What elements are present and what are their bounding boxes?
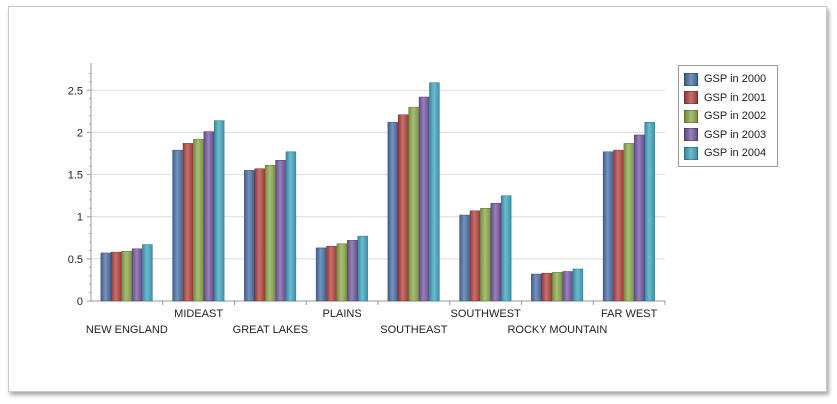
bar (408, 106, 419, 302)
chart-plot: 0 0.5 1 1.5 2 2.5 NEW ENGLAND MIDEAST GREAT LAKE… (68, 63, 666, 336)
bar (623, 143, 635, 302)
bar (572, 268, 584, 302)
bar (142, 244, 153, 302)
bar (182, 143, 194, 302)
bar (244, 170, 255, 302)
legend-swatch (684, 109, 698, 123)
x-tick-label: SOUTHEAST (380, 324, 448, 336)
legend-item: GSP in 2000 (679, 70, 777, 88)
legend-label: GSP in 2000 (704, 73, 767, 85)
x-tick-label: FAR WEST (601, 308, 658, 320)
bar (264, 165, 276, 302)
y-tick-label: 0 (77, 296, 83, 308)
legend-swatch (684, 146, 698, 160)
bar (111, 251, 122, 302)
bar (357, 235, 368, 302)
bar (398, 114, 409, 302)
bar (644, 122, 655, 302)
bar (172, 149, 183, 302)
bar (490, 202, 501, 302)
chart-frame: 0 0.5 1 1.5 2 2.5 NEW ENGLAND MIDEAST GREAT LAKE… (8, 6, 827, 392)
bar (100, 252, 112, 302)
x-tick-label: SOUTHWEST (450, 308, 521, 320)
legend-item: GSP in 2002 (679, 107, 777, 125)
bar (551, 272, 563, 302)
bar (131, 248, 143, 302)
bar (531, 273, 542, 302)
legend-swatch (684, 128, 698, 141)
legend-swatch (684, 72, 698, 86)
legend-item: GSP in 2001 (679, 89, 777, 107)
x-tick-label: PLAINS (323, 308, 362, 320)
x-tick-label: NEW ENGLAND (86, 324, 168, 336)
bar (541, 272, 552, 302)
bar (213, 120, 225, 302)
legend-swatch (684, 91, 698, 104)
bar (315, 247, 327, 302)
bar (613, 149, 624, 302)
bar (469, 210, 481, 302)
bar (254, 168, 265, 302)
bar (429, 82, 440, 302)
bar (418, 96, 430, 302)
y-tick-label: 1 (77, 212, 83, 224)
chart-legend: GSP in 2000 GSP in 2001 GSP in 2002 GSP in … (678, 65, 778, 167)
y-tick-label: 1.5 (68, 170, 83, 182)
x-tick-label: GREAT LAKES (233, 324, 308, 336)
legend-label: GSP in 2003 (704, 128, 767, 141)
bar (459, 214, 470, 302)
bar (602, 151, 614, 302)
bar (347, 240, 358, 302)
bar (275, 159, 286, 302)
bar (500, 195, 512, 302)
bar (121, 251, 132, 302)
bar (387, 122, 399, 302)
legend-item: GSP in 2004 (679, 144, 777, 162)
x-tick-label: MIDEAST (174, 308, 223, 320)
bar (193, 138, 204, 302)
y-tick-label: 2 (77, 127, 83, 139)
bar (562, 271, 573, 302)
legend-label: GSP in 2002 (704, 110, 767, 122)
bar (634, 134, 645, 302)
x-tick-label: ROCKY MOUNTAIN (507, 324, 607, 336)
legend-label: GSP in 2004 (704, 147, 767, 159)
legend-item: GSP in 2003 (679, 126, 777, 144)
bar (326, 245, 337, 302)
y-tick-label: 2.5 (68, 85, 83, 97)
bar (203, 131, 214, 302)
bar (285, 151, 297, 302)
bar (480, 208, 491, 302)
bar (336, 243, 348, 302)
y-tick-label: 0.5 (68, 254, 83, 266)
legend-label: GSP in 2001 (704, 91, 767, 104)
